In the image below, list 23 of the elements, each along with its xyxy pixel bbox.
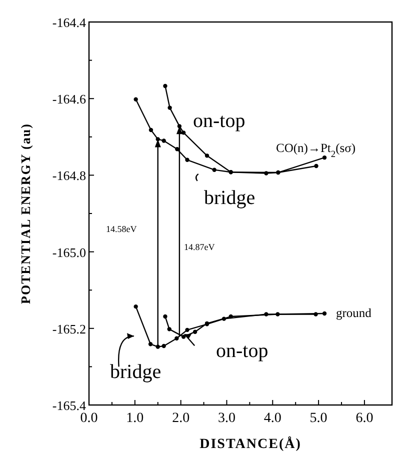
y-tick-label: -165.2 xyxy=(52,321,86,336)
annotation: 14.58eV xyxy=(106,224,138,234)
x-tick-label: 2.0 xyxy=(172,411,190,426)
x-axis-title: DISTANCE(Å) xyxy=(200,436,302,452)
annotation: on-top xyxy=(216,340,268,362)
x-tick-label: 5.0 xyxy=(310,411,328,426)
y-tick-label: -164.6 xyxy=(52,92,86,107)
y-tick-label: -164.4 xyxy=(52,15,86,30)
x-tick-label: 4.0 xyxy=(264,411,282,426)
y-tick-label: -165.0 xyxy=(52,244,86,260)
x-tick-label: 0.0 xyxy=(80,411,98,426)
x-tick-label: 1.0 xyxy=(126,411,144,426)
x-tick-label: 3.0 xyxy=(218,411,236,426)
annotation: bridge xyxy=(110,361,162,383)
annotation: CO(n)→Pt$_{2}$(sσ) xyxy=(276,141,356,160)
annotation: bridge xyxy=(204,187,256,209)
x-tick-label: 6.0 xyxy=(356,411,374,426)
y-tick-label: -164.8 xyxy=(52,168,86,184)
y-axis-title: POTENTIAL ENERGY (au) xyxy=(18,123,33,304)
annotation: on-top xyxy=(193,110,246,132)
annotation: 14.87eV xyxy=(184,242,216,252)
annotation: ground xyxy=(336,306,372,320)
y-tick-label: -165.4 xyxy=(52,398,86,413)
